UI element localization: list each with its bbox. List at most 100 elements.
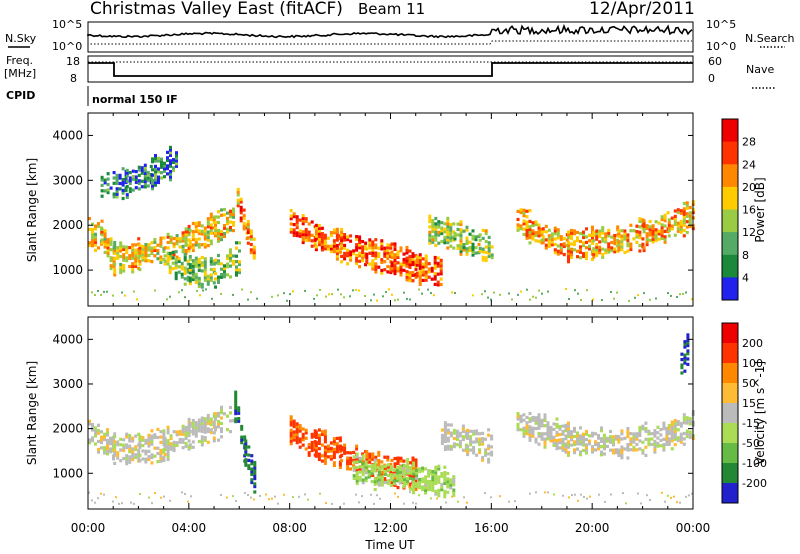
cell	[490, 298, 492, 301]
cell	[203, 267, 207, 272]
cell	[466, 431, 470, 435]
cell	[163, 447, 167, 451]
cell	[310, 435, 314, 439]
cell	[217, 411, 220, 415]
cell	[289, 434, 293, 438]
cell	[465, 249, 469, 254]
cell	[395, 479, 399, 483]
cell	[307, 498, 309, 501]
cell	[203, 427, 207, 432]
cell	[153, 248, 157, 252]
cell	[469, 435, 473, 439]
cell	[613, 297, 615, 300]
cell	[607, 231, 611, 235]
cell	[424, 491, 428, 495]
cell	[103, 446, 106, 450]
cell	[440, 433, 444, 438]
cell	[217, 220, 220, 225]
cell	[617, 435, 621, 439]
cell	[478, 442, 482, 446]
cell	[128, 254, 132, 258]
cell	[598, 232, 602, 236]
series-1	[234, 390, 257, 494]
cell	[214, 277, 217, 281]
cell	[143, 171, 147, 175]
cell	[169, 164, 172, 168]
cell	[122, 446, 126, 450]
cell	[540, 421, 544, 425]
cell	[154, 172, 157, 177]
cell	[440, 474, 444, 478]
cell	[197, 429, 201, 433]
cell	[555, 433, 559, 437]
cell	[154, 183, 157, 187]
cell	[641, 451, 645, 455]
cell	[558, 438, 562, 442]
cell	[320, 430, 324, 434]
cell	[487, 460, 491, 464]
cell	[487, 249, 491, 253]
cell	[591, 447, 594, 451]
cell	[600, 426, 603, 430]
cell	[343, 246, 347, 250]
cell	[194, 224, 198, 228]
cell	[361, 460, 365, 464]
cell	[484, 258, 488, 263]
cell	[346, 461, 350, 465]
y-tick-label: 4000	[52, 332, 83, 346]
cell	[183, 269, 187, 273]
cell	[163, 161, 166, 165]
cell	[361, 454, 365, 458]
cell	[528, 425, 532, 429]
cell	[154, 164, 157, 168]
cell	[238, 268, 241, 272]
cell	[370, 471, 374, 476]
cell	[393, 255, 397, 260]
cell	[682, 442, 686, 446]
cell	[377, 254, 381, 258]
cell	[525, 228, 529, 232]
cell	[408, 279, 412, 283]
cell	[595, 232, 599, 236]
cell	[553, 229, 557, 233]
cell	[335, 252, 339, 256]
cell	[481, 455, 485, 460]
cell	[620, 450, 624, 454]
cell	[409, 471, 413, 475]
cell	[247, 464, 251, 468]
cell	[301, 219, 305, 223]
cell	[393, 263, 397, 268]
cell	[531, 432, 535, 436]
cell	[484, 240, 488, 244]
cell	[172, 440, 176, 444]
cell	[184, 240, 188, 245]
cell	[647, 429, 651, 433]
cell	[88, 419, 91, 423]
cell	[91, 236, 94, 240]
cell	[676, 436, 680, 440]
cell	[112, 500, 114, 503]
colorbar-tick-label: 15	[742, 397, 756, 410]
cell	[540, 434, 544, 439]
cell	[576, 447, 579, 451]
cell	[91, 233, 94, 237]
cell	[609, 440, 612, 444]
cell	[632, 448, 636, 452]
cell	[449, 228, 453, 232]
cell	[162, 458, 166, 462]
cell	[390, 480, 394, 484]
cell	[499, 495, 501, 498]
cell	[124, 294, 126, 297]
cell	[153, 238, 157, 242]
cell	[91, 230, 94, 234]
cell	[94, 442, 97, 446]
cell	[253, 498, 255, 501]
cell	[156, 243, 160, 247]
cell	[206, 217, 210, 221]
cell	[516, 417, 520, 421]
cell	[295, 435, 299, 439]
cell	[459, 231, 463, 235]
cell	[437, 233, 441, 237]
cell	[433, 266, 437, 270]
cell	[459, 233, 463, 237]
